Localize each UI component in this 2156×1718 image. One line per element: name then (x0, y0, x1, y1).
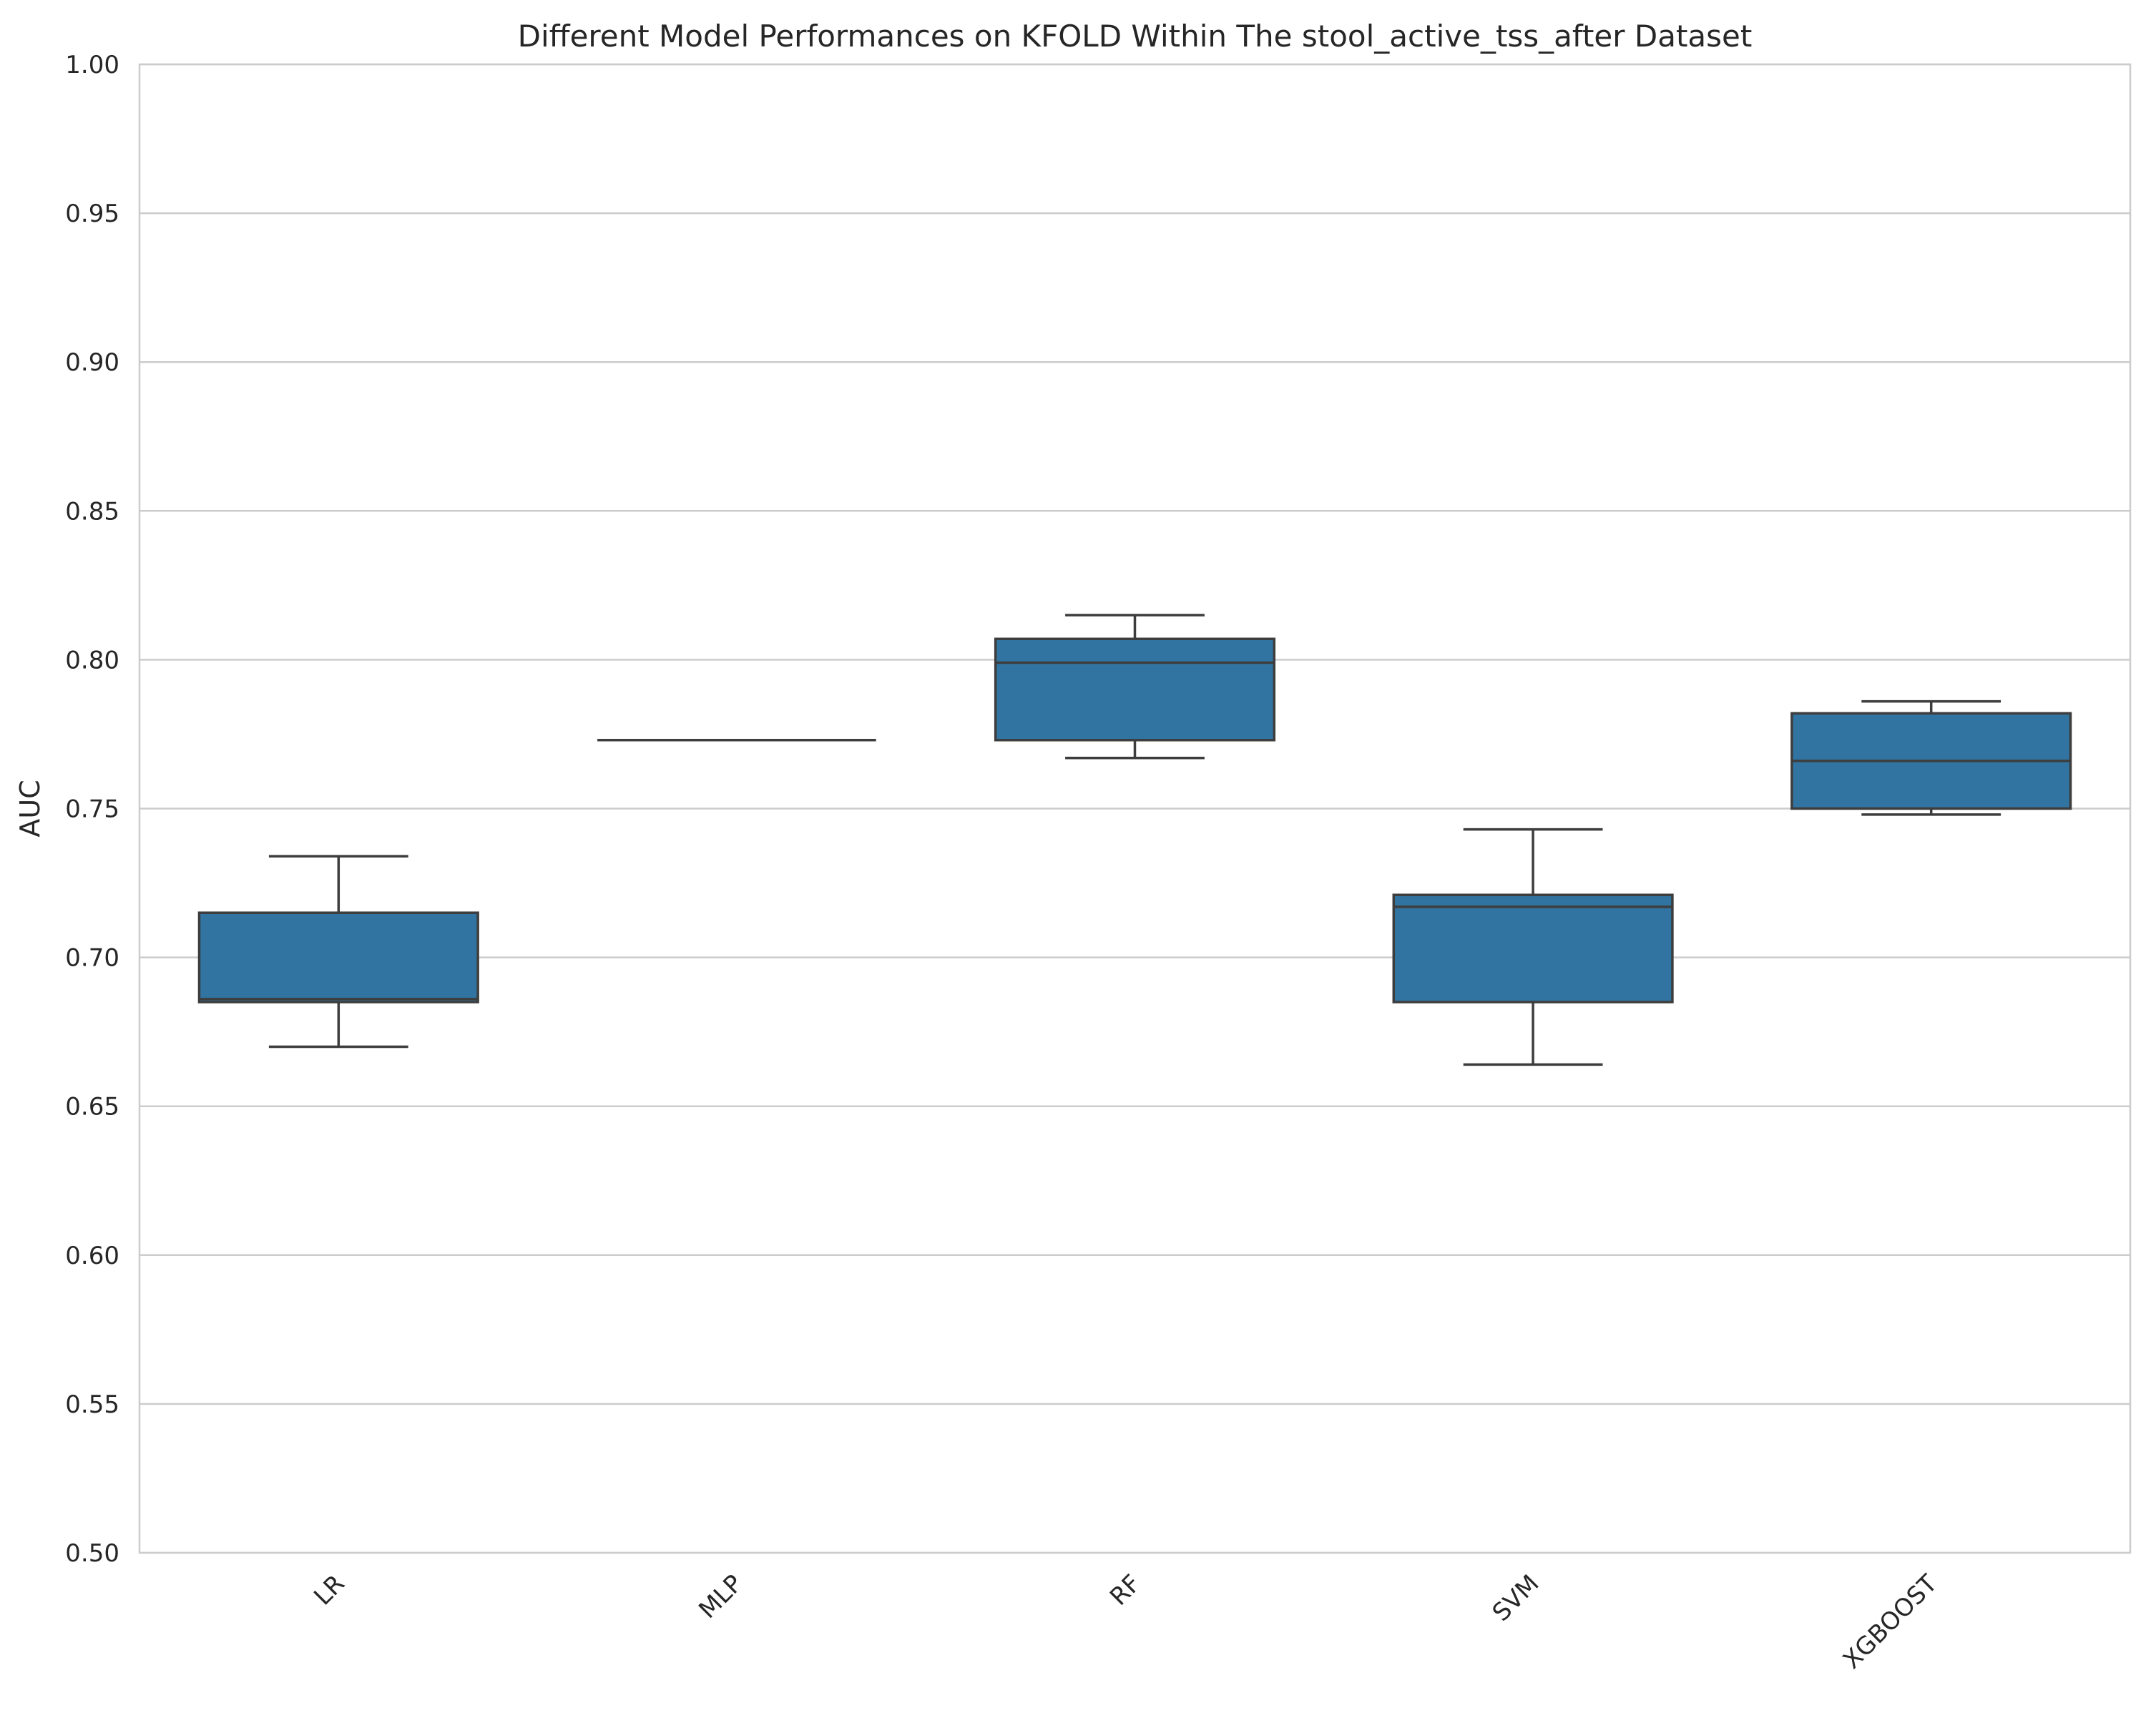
box-xgboost (1790, 700, 2072, 816)
y-tick-label: 0.80 (65, 646, 119, 674)
y-tick-label: 1.00 (65, 51, 119, 79)
y-tick-label: 0.90 (65, 348, 119, 377)
y-tick-label: 0.70 (65, 944, 119, 973)
box-iqr (197, 911, 479, 1003)
y-tick-label: 0.75 (65, 795, 119, 824)
y-tick-labels: 0.50 0.55 0.60 0.65 0.70 0.75 0.80 0.85 0.90 0.95… (65, 51, 119, 1568)
y-axis-label: AUC (14, 780, 46, 837)
y-tick-label: 0.85 (65, 497, 119, 526)
y-tick-label: 0.60 (65, 1242, 119, 1270)
y-tick-label: 0.50 (65, 1539, 119, 1568)
chart-title: Different Model Performances on KFOLD Wi… (518, 19, 1753, 54)
box-svm (1392, 828, 1674, 1066)
plot-area-frame (138, 63, 2132, 1554)
y-tick-label: 0.65 (65, 1093, 119, 1121)
box-lr (197, 855, 479, 1049)
box-iqr (994, 637, 1276, 742)
y-tick-label: 0.95 (65, 200, 119, 228)
box-rf (994, 614, 1276, 760)
y-tick-label: 0.55 (65, 1390, 119, 1419)
box-iqr (1392, 893, 1674, 1003)
box-plots (197, 614, 2072, 1066)
